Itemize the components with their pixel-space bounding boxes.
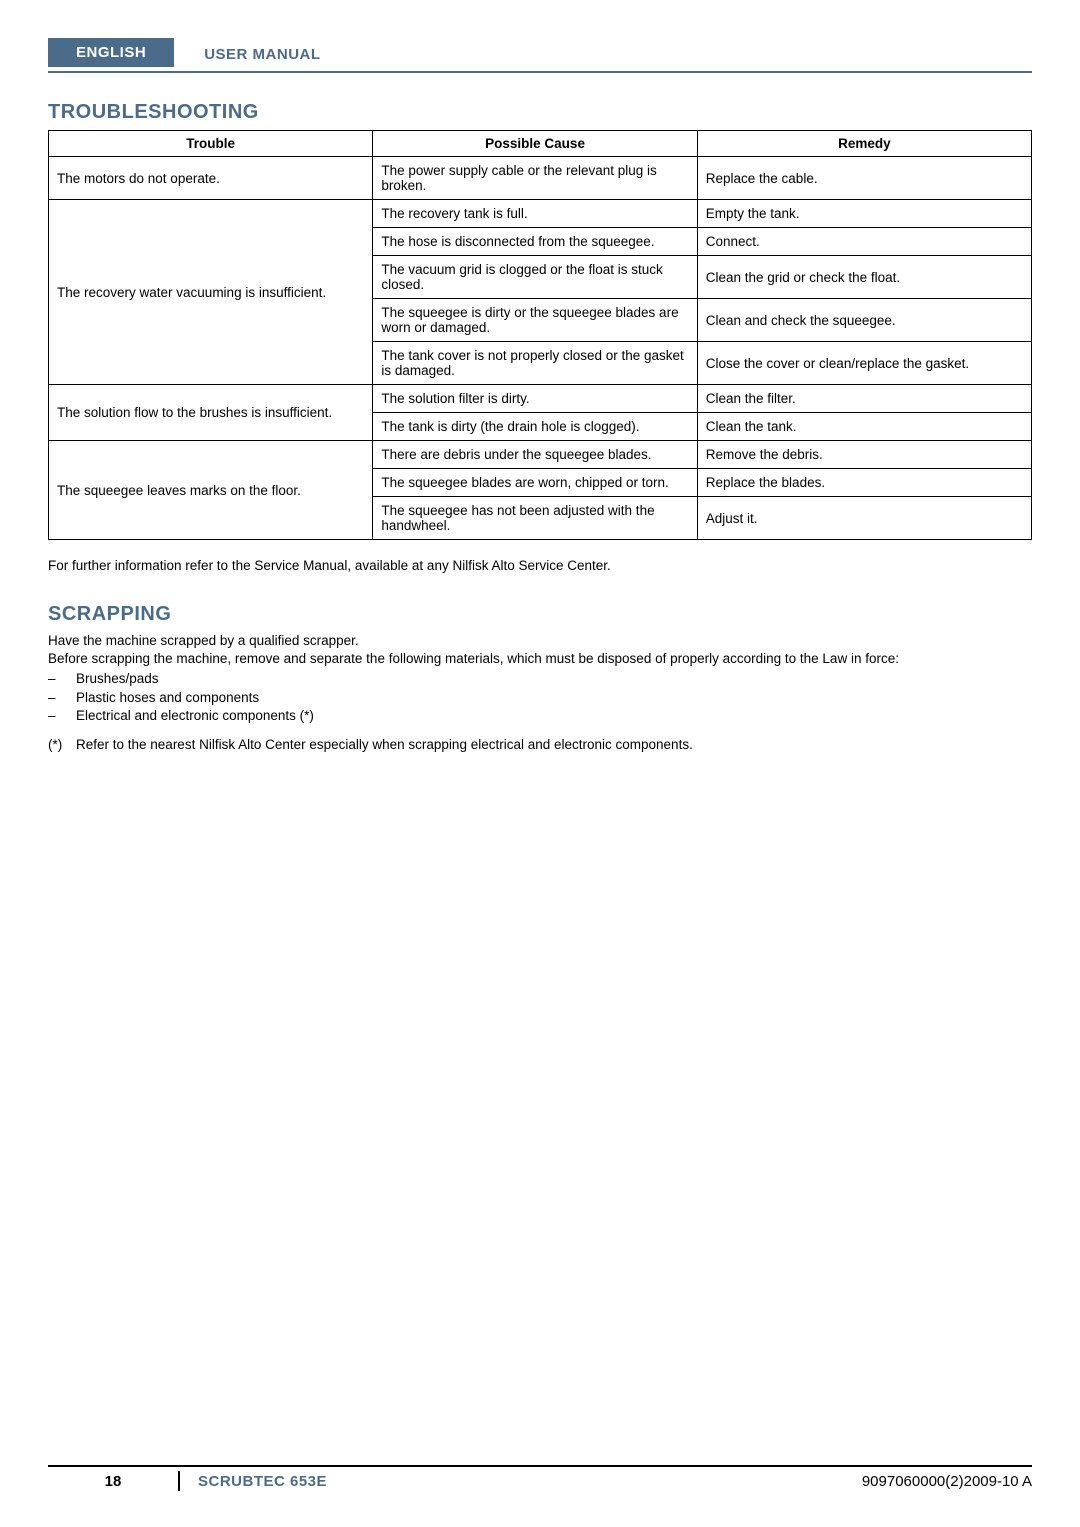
scrapping-intro1: Have the machine scrapped by a qualified… (48, 632, 1032, 650)
footer-model: SCRUBTEC 653E (198, 1473, 862, 1490)
cell-cause: The recovery tank is full. (373, 200, 697, 228)
cell-cause: The hose is disconnected from the squeeg… (373, 228, 697, 256)
cell-cause: The squeegee blades are worn, chipped or… (373, 469, 697, 497)
list-item: –Brushes/pads (48, 670, 1032, 688)
cell-trouble: The squeegee leaves marks on the floor. (49, 441, 373, 540)
cell-cause: The vacuum grid is clogged or the float … (373, 256, 697, 299)
cell-remedy: Close the cover or clean/replace the gas… (697, 342, 1031, 385)
list-item: –Plastic hoses and components (48, 689, 1032, 707)
cell-remedy: Clean the filter. (697, 385, 1031, 413)
footer-divider (178, 1471, 180, 1491)
scrapping-list: –Brushes/pads –Plastic hoses and compone… (48, 670, 1032, 725)
table-row: The recovery water vacuuming is insuffic… (49, 200, 1032, 228)
cell-trouble: The solution flow to the brushes is insu… (49, 385, 373, 441)
cell-cause: The solution filter is dirty. (373, 385, 697, 413)
dash-icon: – (48, 707, 76, 725)
cell-cause: The power supply cable or the relevant p… (373, 157, 697, 200)
cell-remedy: Empty the tank. (697, 200, 1031, 228)
scrapping-footnote: (*) Refer to the nearest Nilfisk Alto Ce… (48, 737, 1032, 752)
cell-cause: There are debris under the squeegee blad… (373, 441, 697, 469)
cell-remedy: Clean the tank. (697, 413, 1031, 441)
list-item-label: Brushes/pads (76, 670, 159, 688)
troubleshooting-note: For further information refer to the Ser… (48, 558, 1032, 573)
language-badge: ENGLISH (48, 38, 174, 67)
dash-icon: – (48, 670, 76, 688)
cell-remedy: Clean the grid or check the float. (697, 256, 1031, 299)
manual-label: USER MANUAL (204, 46, 320, 67)
cell-remedy: Replace the cable. (697, 157, 1031, 200)
list-item-label: Plastic hoses and components (76, 689, 259, 707)
page-number: 18 (48, 1473, 178, 1490)
cell-cause: The tank cover is not properly closed or… (373, 342, 697, 385)
troubleshooting-table: Trouble Possible Cause Remedy The motors… (48, 130, 1032, 540)
cell-cause: The squeegee is dirty or the squeegee bl… (373, 299, 697, 342)
col-header-trouble: Trouble (49, 131, 373, 157)
cell-remedy: Replace the blades. (697, 469, 1031, 497)
list-item-label: Electrical and electronic components (*) (76, 707, 314, 725)
col-header-remedy: Remedy (697, 131, 1031, 157)
table-row: The motors do not operate. The power sup… (49, 157, 1032, 200)
footnote-marker: (*) (48, 737, 76, 752)
troubleshooting-title: TROUBLESHOOTING (48, 101, 1032, 124)
cell-cause: The squeegee has not been adjusted with … (373, 497, 697, 540)
cell-trouble: The recovery water vacuuming is insuffic… (49, 200, 373, 385)
cell-cause: The tank is dirty (the drain hole is clo… (373, 413, 697, 441)
page-header: ENGLISH USER MANUAL (48, 38, 1032, 73)
cell-remedy: Adjust it. (697, 497, 1031, 540)
dash-icon: – (48, 689, 76, 707)
footer-code: 9097060000(2)2009-10 A (862, 1473, 1032, 1490)
cell-remedy: Connect. (697, 228, 1031, 256)
scrapping-block: Have the machine scrapped by a qualified… (48, 632, 1032, 752)
cell-trouble: The motors do not operate. (49, 157, 373, 200)
scrapping-intro2: Before scrapping the machine, remove and… (48, 650, 1032, 668)
cell-remedy: Remove the debris. (697, 441, 1031, 469)
table-row: The squeegee leaves marks on the floor. … (49, 441, 1032, 469)
table-row: The solution flow to the brushes is insu… (49, 385, 1032, 413)
col-header-cause: Possible Cause (373, 131, 697, 157)
page-footer: 18 SCRUBTEC 653E 9097060000(2)2009-10 A (48, 1465, 1032, 1491)
cell-remedy: Clean and check the squeegee. (697, 299, 1031, 342)
scrapping-title: SCRAPPING (48, 603, 1032, 626)
list-item: –Electrical and electronic components (*… (48, 707, 1032, 725)
footnote-text: Refer to the nearest Nilfisk Alto Center… (76, 737, 693, 752)
